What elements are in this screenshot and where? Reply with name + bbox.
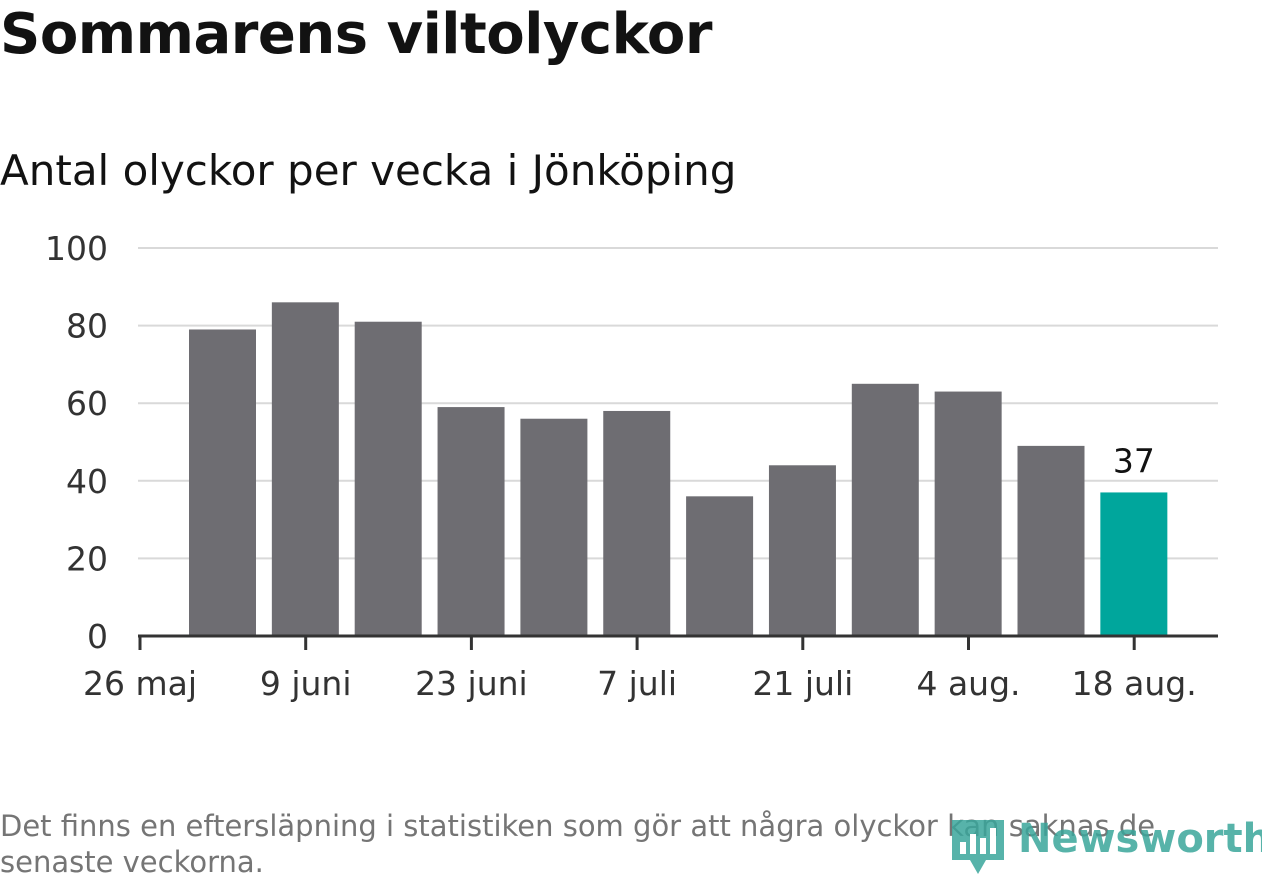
bar <box>354 321 422 636</box>
bar <box>189 329 256 636</box>
bar <box>1017 445 1085 636</box>
x-tick-label: 7 juli <box>597 664 677 703</box>
y-tick-label: 60 <box>66 384 108 423</box>
x-tick-label: 26 maj <box>83 664 197 703</box>
y-tick-label: 100 <box>45 229 108 268</box>
chart-title: Sommarens viltolyckor <box>0 2 712 67</box>
x-tick-label: 21 juli <box>752 664 853 703</box>
bar <box>934 391 1002 636</box>
y-axis-ticks: 0 20 40 60 80 100 <box>45 229 108 656</box>
data-labels: 37 <box>1113 441 1155 480</box>
bar <box>851 383 919 636</box>
y-tick-label: 20 <box>66 539 108 578</box>
bar <box>271 302 339 636</box>
x-tick-label: 9 juni <box>260 664 352 703</box>
data-label: 37 <box>1113 441 1155 480</box>
x-axis-ticks: 26 maj 9 juni 23 juni 7 juli 21 juli 4 aug. 18… <box>83 636 1197 703</box>
x-tick-label: 4 aug. <box>916 664 1020 703</box>
bar <box>437 407 505 636</box>
x-tick-label: 18 aug. <box>1072 664 1197 703</box>
bars <box>189 302 1168 636</box>
chart-subtitle: Antal olyckor per vecka i Jönköping <box>0 146 737 195</box>
y-tick-label: 80 <box>66 307 108 346</box>
logo-text: Newsworthy <box>1018 816 1262 862</box>
y-tick-label: 40 <box>66 462 108 501</box>
bar <box>686 496 754 636</box>
bar <box>603 410 671 636</box>
bar-chart: 0 20 40 60 80 100 26 maj 9 juni 23 juni 7 juli 21… <box>45 229 1218 703</box>
bar-chart-speech-icon <box>952 820 1004 874</box>
newsworthy-logo: Newsworthy <box>948 814 1262 876</box>
bar <box>520 418 588 636</box>
bar <box>1100 492 1168 636</box>
x-tick-label: 23 juni <box>415 664 528 703</box>
bar <box>768 465 836 636</box>
y-tick-label: 0 <box>87 617 108 656</box>
